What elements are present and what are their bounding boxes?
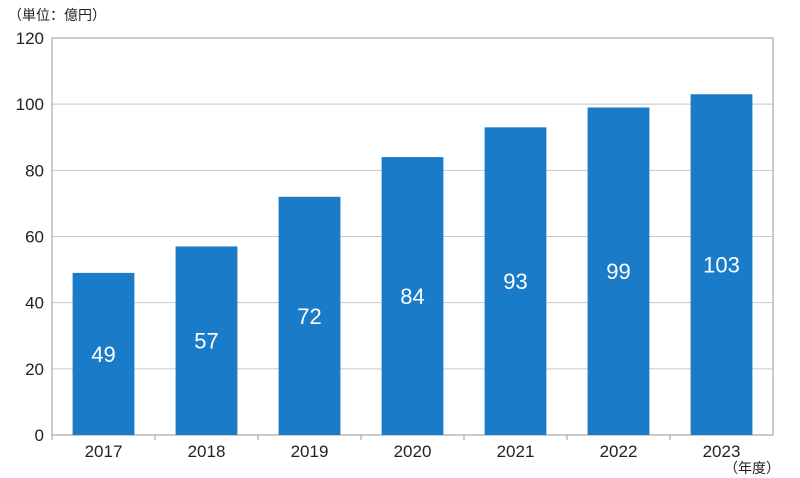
x-tick-label: 2018	[188, 442, 226, 461]
x-tick-label: 2022	[600, 442, 638, 461]
data-label: 72	[297, 304, 321, 329]
bar	[175, 246, 238, 435]
bar	[484, 127, 547, 435]
data-label: 93	[503, 269, 527, 294]
data-label: 84	[400, 284, 424, 309]
y-unit-label: （単位：億円）	[8, 7, 106, 23]
y-tick-label: 60	[25, 228, 44, 247]
y-tick-label: 20	[25, 360, 44, 379]
bar	[278, 196, 341, 435]
data-label: 49	[91, 342, 115, 367]
y-tick-label: 120	[16, 29, 44, 48]
x-tick-label: 2023	[703, 442, 741, 461]
data-label: 103	[703, 253, 740, 278]
bar	[587, 107, 650, 435]
y-tick-label: 100	[16, 95, 44, 114]
data-label: 99	[606, 259, 630, 284]
x-tick-label: 2021	[497, 442, 535, 461]
x-tick-label: 2017	[85, 442, 123, 461]
y-tick-label: 40	[25, 294, 44, 313]
bar	[690, 94, 753, 435]
data-label: 57	[194, 329, 218, 354]
y-tick-label: 80	[25, 161, 44, 180]
x-unit-label: （年度）	[724, 460, 780, 476]
x-tick-label: 2019	[291, 442, 329, 461]
y-tick-label: 0	[35, 426, 44, 445]
bar	[72, 272, 135, 435]
x-tick-label: 2020	[394, 442, 432, 461]
bar	[381, 157, 444, 435]
